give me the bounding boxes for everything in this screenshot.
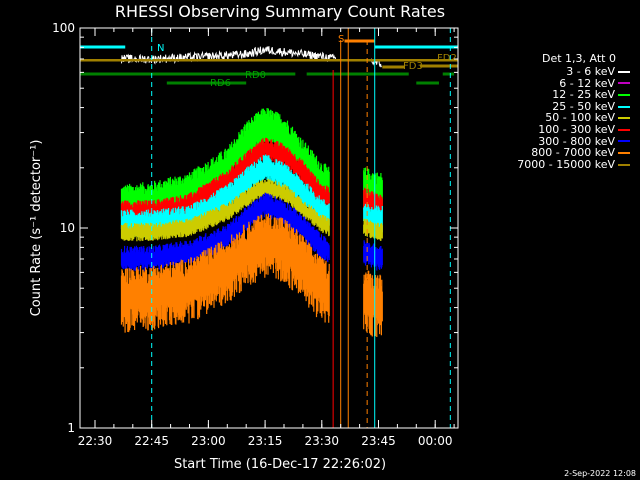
legend-swatch bbox=[618, 82, 630, 85]
x-tick-label: 22:30 bbox=[78, 434, 113, 448]
legend-entry-label: 100 - 300 keV bbox=[538, 122, 615, 136]
legend-swatch bbox=[618, 151, 630, 154]
legend-entry: 100 - 300 keV bbox=[468, 124, 630, 136]
x-tick-label: 23:45 bbox=[361, 434, 396, 448]
legend-entry-label: 7000 - 15000 keV bbox=[517, 157, 615, 171]
chart-title: RHESSI Observing Summary Count Rates bbox=[115, 2, 445, 21]
x-tick-label: 22:45 bbox=[134, 434, 169, 448]
x-tick-label: 23:30 bbox=[304, 434, 339, 448]
legend-entry-label: 800 - 7000 keV bbox=[531, 146, 615, 160]
legend-entry: 25 - 50 keV bbox=[468, 101, 630, 113]
series-band-800-7000-kev bbox=[120, 213, 383, 337]
legend-header: Det 1,3, Att 0 bbox=[542, 52, 616, 65]
legend-rows: 3 - 6 keV 6 - 12 keV 12 - 25 keV 25 - 50 ke… bbox=[468, 66, 630, 170]
legend-entry: 800 - 7000 keV bbox=[468, 147, 630, 159]
y-axis-label: Count Rate (s⁻¹ detector⁻¹) bbox=[29, 140, 44, 317]
legend-entry-label: 3 - 6 keV bbox=[566, 65, 615, 78]
y-tick-label: 1 bbox=[67, 421, 75, 435]
legend-swatch bbox=[618, 163, 630, 166]
series-band-50-100-kev bbox=[120, 178, 383, 242]
legend-entry-label: 50 - 100 keV bbox=[545, 111, 615, 125]
marker-label-fd2: FD2 bbox=[437, 53, 457, 64]
legend-swatch bbox=[618, 117, 630, 120]
footer-timestamp: 2-Sep-2022 12:08 bbox=[564, 469, 636, 478]
marker-label-s: S bbox=[338, 34, 344, 45]
x-tick-label: 23:00 bbox=[191, 434, 226, 448]
legend: Det 1,3, Att 0 3 - 6 keV 6 - 12 keV 12 - 2… bbox=[468, 52, 630, 170]
legend-entry-label: 300 - 800 keV bbox=[538, 134, 615, 148]
legend-entry: 3 - 6 keV bbox=[468, 66, 630, 78]
legend-swatch bbox=[618, 93, 630, 96]
status-bars: N RD6 RD0 S FD3 FD2 bbox=[80, 34, 458, 89]
legend-entry-label: 12 - 25 keV bbox=[552, 88, 615, 102]
legend-swatch bbox=[618, 105, 630, 108]
legend-swatch bbox=[618, 128, 630, 131]
marker-label-n: N bbox=[157, 43, 164, 54]
legend-swatch bbox=[618, 140, 630, 143]
marker-label-rd0: RD0 bbox=[245, 70, 266, 81]
y-tick-label: 100 bbox=[52, 21, 75, 35]
legend-entry-label: 25 - 50 keV bbox=[552, 99, 615, 113]
x-tick-label: 23:15 bbox=[248, 434, 283, 448]
series-band-300-800-kev bbox=[120, 192, 383, 272]
series-band-25-50-kev bbox=[120, 154, 383, 238]
legend-entry-label: 6 - 12 keV bbox=[559, 76, 615, 90]
x-axis-label: Start Time (16-Dec-17 22:26:02) bbox=[174, 457, 386, 472]
x-tick-label: 00:00 bbox=[418, 434, 453, 448]
axes: 22:30 22:45 23:00 23:15 23:30 23:45 00:00 1 10 10… bbox=[52, 21, 458, 448]
marker-label-rd6: RD6 bbox=[210, 78, 231, 89]
legend-entry: 6 - 12 keV bbox=[468, 76, 630, 90]
legend-entry: 300 - 800 keV bbox=[468, 134, 630, 148]
legend-entry: 12 - 25 keV bbox=[468, 89, 630, 101]
series-line-3-6-kev bbox=[121, 46, 382, 68]
legend-entry: 50 - 100 keV bbox=[468, 112, 630, 124]
series-layer bbox=[80, 46, 458, 337]
marker-label-fd3: FD3 bbox=[403, 61, 423, 72]
legend-swatch bbox=[618, 70, 630, 73]
y-tick-label: 10 bbox=[60, 221, 75, 235]
legend-entry: 7000 - 15000 keV bbox=[468, 159, 630, 171]
